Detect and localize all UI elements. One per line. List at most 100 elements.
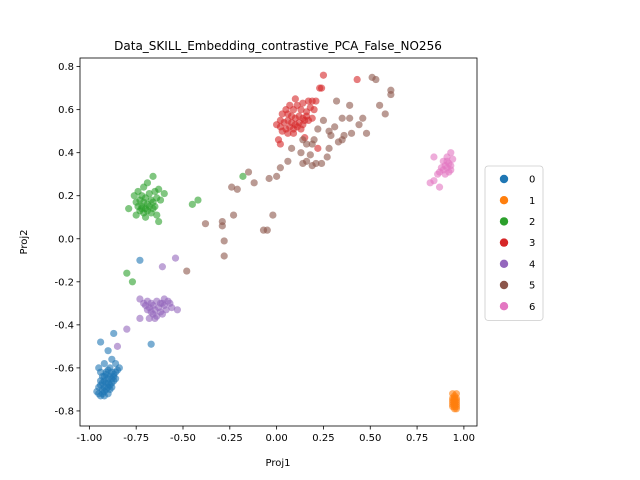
data-point-series-2	[156, 196, 165, 204]
data-point-series-5	[259, 226, 268, 234]
data-point-series-5	[284, 157, 292, 165]
data-point-series-5	[332, 97, 341, 105]
x-tick-label: -0.75	[123, 433, 149, 444]
data-point-series-2	[138, 205, 146, 213]
legend-label-5: 5	[529, 281, 535, 292]
data-point-series-4	[151, 314, 159, 322]
data-point-series-4	[160, 295, 168, 303]
data-point-series-2	[194, 196, 202, 204]
data-point-series-5	[338, 114, 346, 122]
data-point-series-2	[141, 213, 150, 221]
data-point-series-3	[317, 84, 326, 92]
data-point-series-2	[153, 211, 161, 219]
data-point-series-3	[278, 110, 286, 118]
data-point-series-5	[183, 267, 191, 275]
y-tick-label: -0.4	[54, 320, 74, 331]
data-point-series-3	[289, 129, 298, 137]
data-point-series-0	[110, 372, 118, 381]
data-point-series-4	[123, 325, 131, 333]
data-point-series-2	[160, 189, 168, 198]
x-tick-label: -1.00	[76, 433, 102, 444]
data-point-series-5	[250, 179, 258, 187]
legend-label-2: 2	[529, 217, 535, 228]
data-point-series-5	[319, 116, 328, 125]
data-point-series-2	[188, 200, 196, 208]
data-point-series-5	[325, 144, 333, 152]
y-tick-label: 0.4	[58, 148, 74, 159]
series-6	[426, 149, 457, 191]
data-point-series-5	[201, 220, 210, 228]
x-tick-label: 0.25	[312, 433, 334, 444]
data-point-series-2	[140, 183, 148, 191]
legend-marker-6	[499, 302, 509, 311]
x-tick-label: -0.25	[217, 433, 243, 444]
legend-marker-1	[499, 196, 509, 205]
data-point-series-1	[449, 396, 457, 404]
data-point-series-5	[327, 131, 335, 140]
y-tick-label: 0.8	[58, 62, 74, 73]
data-point-series-4	[173, 306, 181, 314]
x-tick-label: 0.75	[406, 433, 428, 444]
data-point-series-2	[128, 278, 137, 286]
data-point-series-2	[155, 217, 163, 226]
data-point-series-4	[158, 263, 166, 271]
data-point-series-4	[168, 304, 176, 312]
data-point-series-0	[147, 340, 155, 348]
data-point-series-0	[115, 364, 123, 372]
data-point-series-0	[100, 372, 108, 381]
data-point-series-2	[239, 172, 247, 180]
y-axis-ticks: -0.8 -0.6 -0.4 -0.2 0.0 0.2 0.4 0.6 0.8	[54, 62, 80, 417]
data-point-series-3	[319, 71, 328, 79]
data-point-series-2	[149, 172, 157, 180]
data-point-series-4	[113, 342, 122, 350]
data-point-series-2	[123, 269, 131, 277]
data-point-series-3	[299, 99, 307, 107]
data-point-series-2	[130, 192, 138, 200]
y-tick-label: -0.2	[54, 277, 74, 288]
data-point-series-0	[93, 387, 101, 396]
legend-marker-4	[499, 259, 509, 268]
data-point-series-5	[302, 140, 311, 148]
data-point-series-5	[218, 222, 226, 230]
x-axis-ticks: -1.00 -0.75 -0.50 -0.25 0.00 0.25 0.50 0.75 1.00	[76, 426, 475, 444]
data-point-series-5	[308, 140, 316, 148]
y-tick-label: -0.6	[54, 363, 74, 374]
data-point-series-0	[97, 338, 105, 346]
data-point-series-0	[108, 383, 116, 391]
data-point-series-5	[220, 237, 228, 245]
data-point-series-5	[381, 110, 389, 118]
data-point-series-5	[269, 211, 277, 219]
series-0	[93, 256, 155, 400]
data-point-series-1	[452, 403, 460, 411]
data-point-series-5	[387, 90, 395, 99]
legend-label-3: 3	[529, 238, 535, 249]
y-axis-label: Proj2	[19, 229, 30, 254]
y-tick-label: 0.2	[58, 191, 74, 202]
legend-label-0: 0	[529, 175, 535, 186]
data-point-series-6	[430, 177, 438, 185]
legend-label-1: 1	[529, 196, 535, 207]
data-point-series-5	[306, 151, 314, 159]
data-point-series-5	[244, 168, 253, 176]
data-points-layer	[93, 71, 460, 413]
data-point-series-5	[331, 123, 339, 131]
x-tick-label: 0.00	[265, 433, 287, 444]
data-point-series-4	[145, 314, 153, 322]
plot-frame	[79, 57, 478, 427]
data-point-series-0	[110, 329, 118, 338]
series-1	[449, 390, 460, 413]
data-point-series-2	[151, 187, 159, 196]
data-point-series-6	[430, 153, 438, 161]
legend-marker-5	[499, 280, 509, 290]
series-3	[273, 71, 361, 152]
data-point-series-4	[171, 254, 180, 262]
data-point-series-3	[276, 140, 284, 148]
data-point-series-3	[278, 127, 286, 135]
data-point-series-3	[297, 125, 305, 133]
data-point-series-3	[312, 97, 320, 105]
data-point-series-3	[314, 144, 322, 152]
data-point-series-6	[447, 166, 455, 174]
